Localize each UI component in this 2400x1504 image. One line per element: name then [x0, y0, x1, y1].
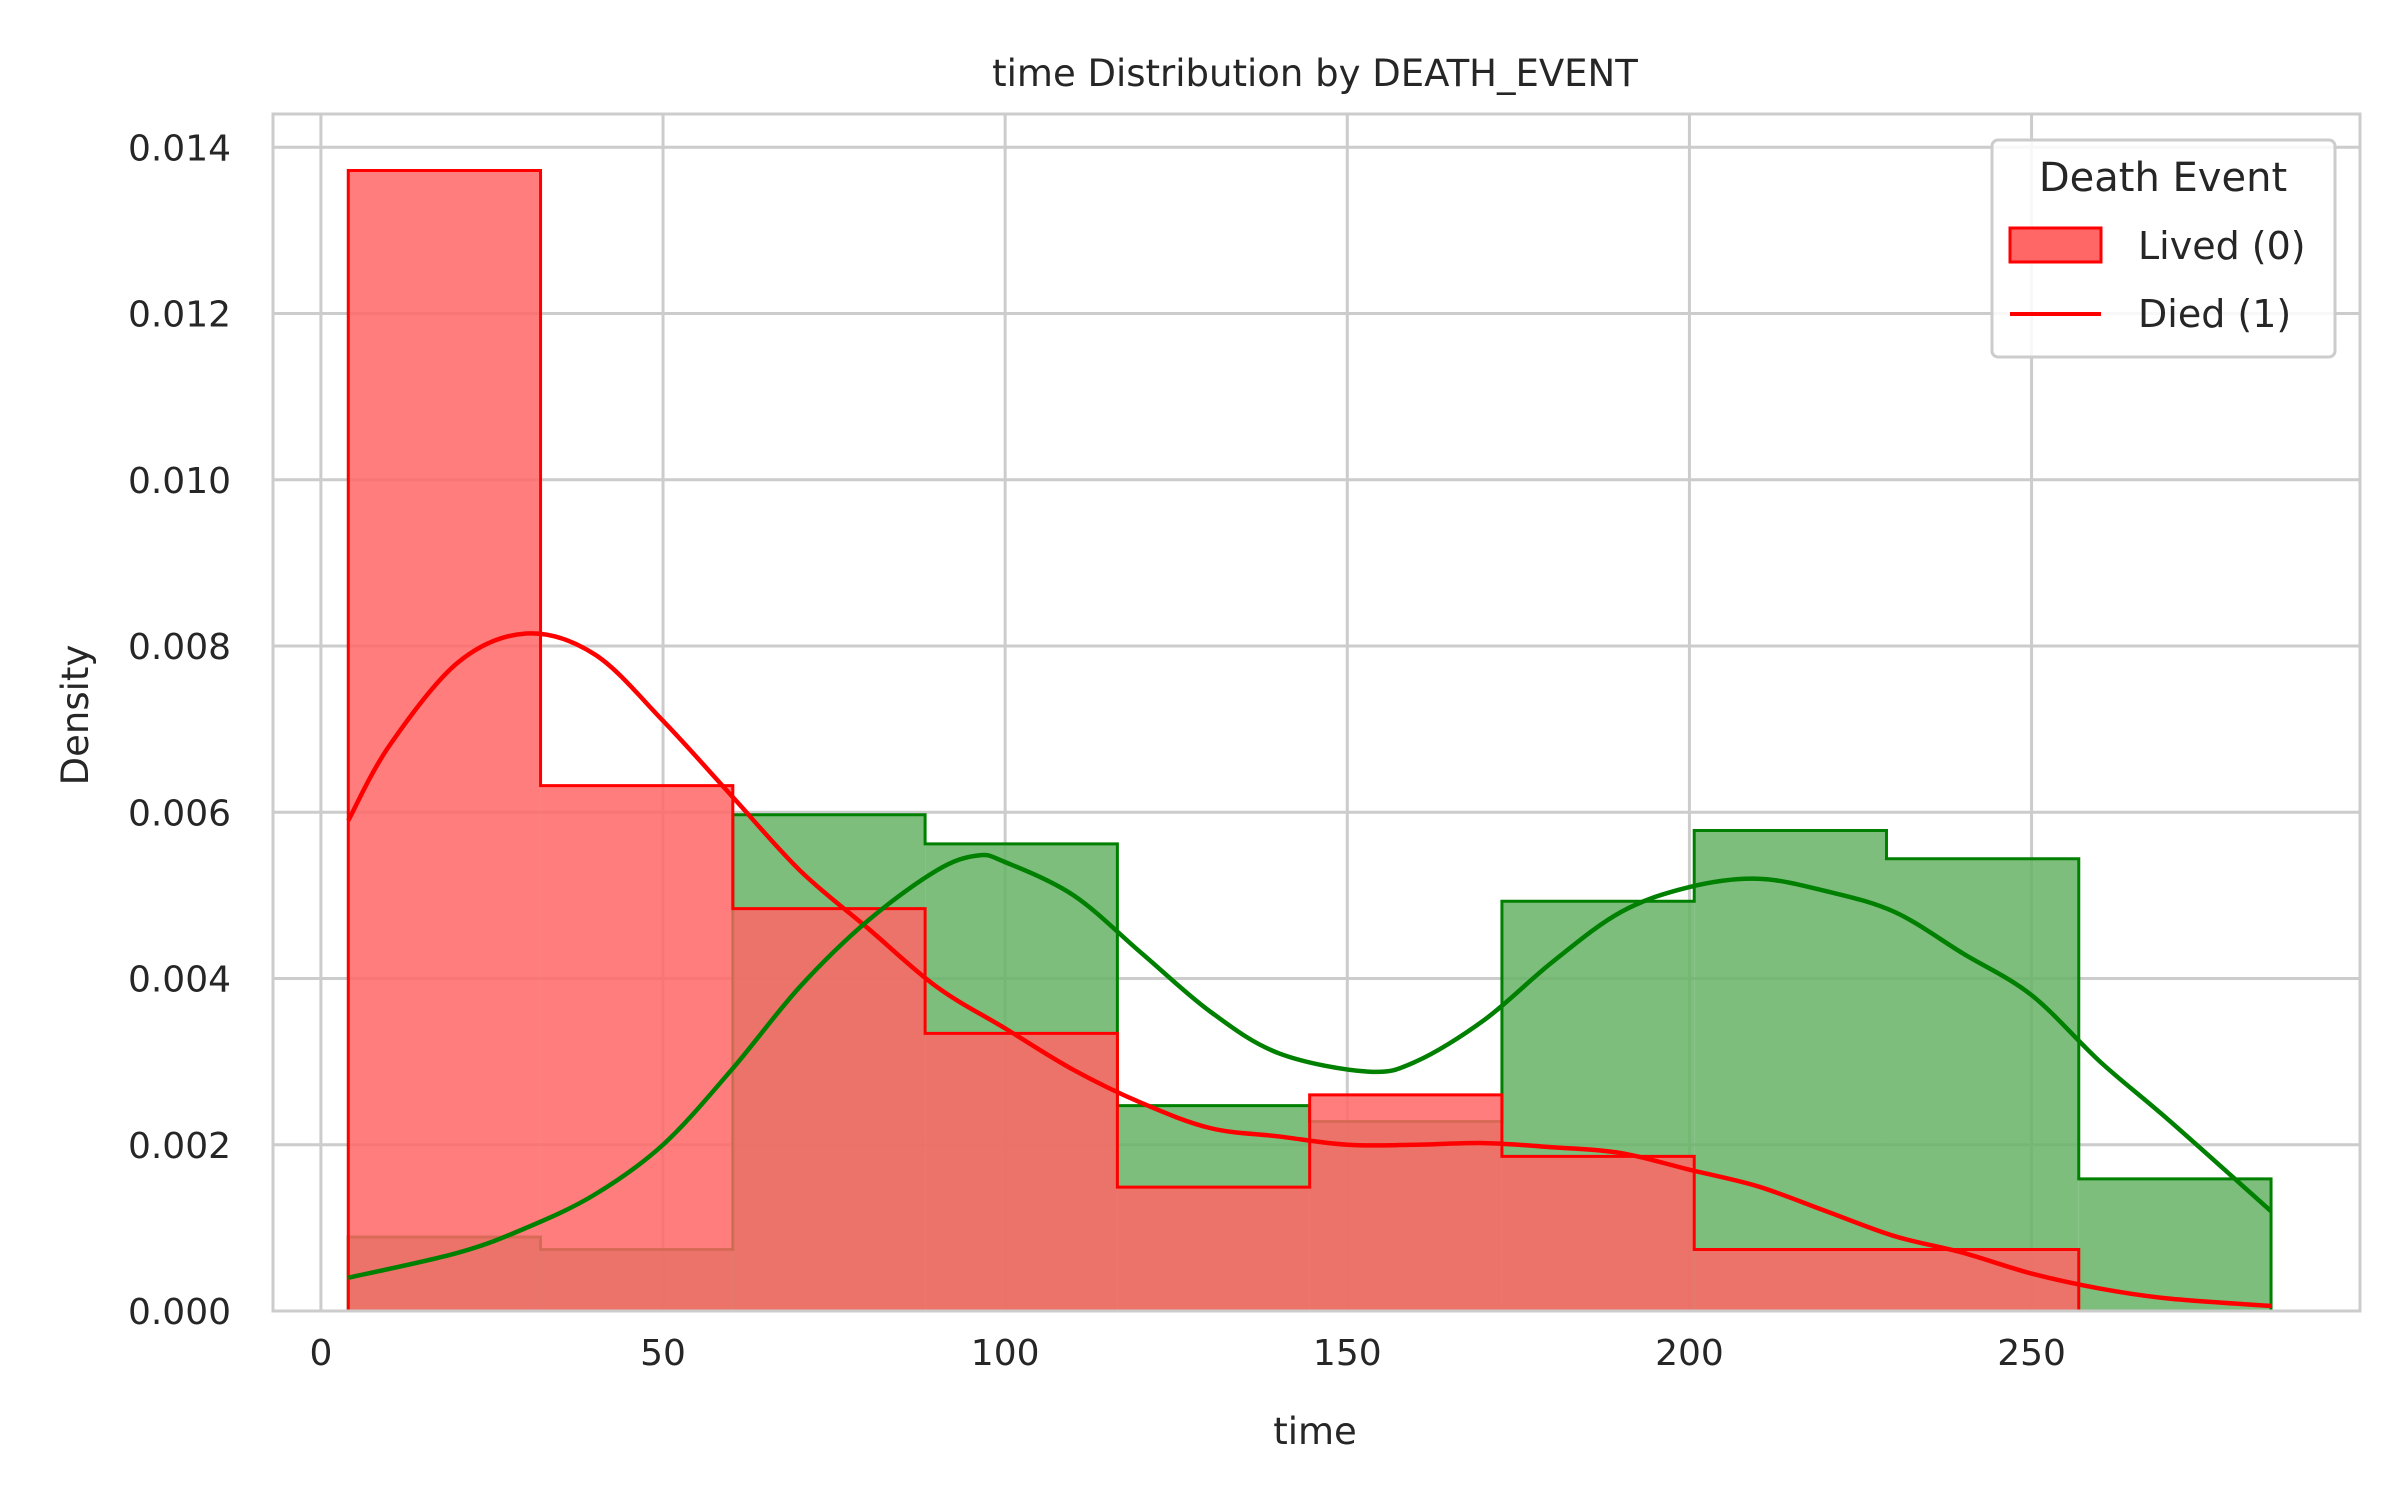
histogram-bar-red	[540, 785, 733, 1311]
legend-box	[1990, 138, 2337, 359]
y-tick-label: 0.006	[128, 793, 231, 834]
y-tick-label: 0.014	[128, 128, 231, 169]
legend-title: Death Event	[2039, 155, 2287, 201]
histogram-bars	[346, 169, 2273, 1313]
histogram-outline-red	[346, 169, 2272, 1313]
legend-swatch-lived	[2008, 226, 2103, 264]
kde-curves	[346, 631, 2273, 1309]
plot-frame	[271, 112, 2362, 1313]
y-tick-label: 0.002	[128, 1126, 231, 1167]
legend: Death Event Lived (0) Died (1)	[1990, 138, 2337, 359]
histogram-bar-red	[1694, 1249, 1887, 1311]
legend-label-died: Died (1)	[2138, 292, 2291, 336]
x-tick-label: 150	[1313, 1333, 1382, 1374]
bars-red	[346, 169, 2272, 1313]
kde-line-green	[347, 852, 2273, 1280]
x-tick-label: 50	[640, 1333, 686, 1374]
y-tick-label: 0.004	[128, 960, 231, 1001]
histogram-bar-red	[925, 1033, 1118, 1311]
y-tick-label: 0.000	[128, 1292, 231, 1333]
x-tick-label: 0	[309, 1333, 332, 1374]
x-tick-label: 100	[971, 1333, 1040, 1374]
x-tick-label: 200	[1655, 1333, 1724, 1374]
histogram-bar-red	[1117, 1187, 1310, 1311]
histogram-bar-green	[1694, 830, 1887, 1311]
y-tick-label: 0.008	[128, 627, 231, 668]
x-tick-label: 250	[1997, 1333, 2066, 1374]
histogram-bar-red	[348, 170, 541, 1311]
histogram-bar-red	[1309, 1094, 1502, 1311]
tick-labels: 0 50 100 150 200 250 0.000 0.002 0.004 0.006 0.008…	[128, 128, 2066, 1374]
x-axis-label: time	[1273, 1410, 1357, 1453]
legend-label-lived: Lived (0)	[2138, 224, 2306, 268]
histogram-bar-red	[1501, 1156, 1695, 1311]
histogram-bar-green	[1886, 858, 2079, 1311]
chart-title: time Distribution by DEATH_EVENT	[992, 52, 1638, 95]
y-tick-label: 0.012	[128, 295, 231, 336]
y-tick-label: 0.010	[128, 461, 231, 502]
y-axis-label: Density	[54, 645, 97, 786]
histogram-bar-red	[732, 908, 926, 1311]
kde-line-red	[346, 631, 2272, 1309]
